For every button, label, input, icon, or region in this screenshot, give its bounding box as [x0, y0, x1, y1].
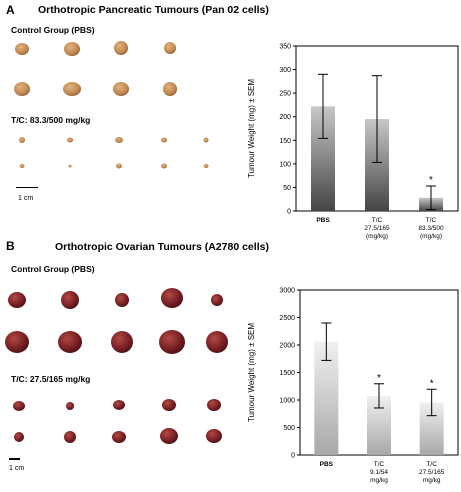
panel-b-treatment-label: T/C: 27.5/165 mg/kg: [11, 374, 91, 384]
x-tick-label: 83.3/500: [418, 225, 444, 232]
tumour: [211, 294, 223, 306]
x-tick-label: T/C: [426, 461, 437, 468]
tumour: [163, 82, 177, 96]
tumour: [114, 41, 128, 55]
x-tick-label: T/C: [372, 217, 383, 224]
panel-a-treatment-label: T/C: 83.3/500 mg/kg: [11, 115, 91, 125]
tumour: [160, 428, 178, 444]
tumour: [164, 42, 176, 54]
tumour: [67, 137, 73, 143]
tumour: [203, 137, 209, 143]
tumour: [15, 43, 29, 55]
y-tick-label: 1000: [279, 398, 295, 405]
y-axis-label: Tumour Weight (mg) ± SEM: [247, 323, 256, 422]
y-tick-label: 150: [279, 138, 291, 145]
tumour: [14, 432, 24, 442]
tumour: [161, 137, 167, 143]
tumour: [159, 330, 185, 354]
x-tick-label: T/C: [374, 461, 385, 468]
y-axis-label: Tumour Weight (mg) ± SEM: [247, 79, 256, 178]
tumour: [207, 399, 221, 411]
panel-a-letter: A: [6, 3, 15, 17]
tumour: [14, 82, 30, 96]
significance-marker: *: [429, 175, 433, 186]
panel-b-control-label: Control Group (PBS): [11, 264, 95, 274]
y-tick-label: 1500: [279, 370, 295, 377]
y-tick-label: 3000: [279, 288, 295, 295]
panel-b-tumour-photo: [5, 288, 228, 444]
x-tick-label: (mg/kg): [420, 233, 442, 240]
x-tick-label: mg/kg: [370, 477, 388, 484]
significance-marker: *: [430, 378, 434, 389]
x-tick-label: mg/kg: [423, 477, 441, 484]
tumour: [64, 42, 80, 56]
panel-b-title: Orthotropic Ovarian Tumours (A2780 cells…: [55, 241, 269, 253]
x-tick-label: 9.1/54: [370, 469, 388, 476]
tumour: [68, 164, 72, 168]
panel-b-scale-label: 1 cm: [9, 465, 25, 472]
panel-a-tumour-photo: [14, 41, 209, 169]
tumour: [206, 331, 228, 353]
tumour: [113, 82, 129, 96]
tumour: [115, 293, 129, 307]
tumour: [203, 164, 209, 168]
x-tick-label: 27.5/165: [419, 469, 445, 476]
y-tick-label: 200: [279, 114, 291, 121]
y-tick-label: 300: [279, 67, 291, 74]
y-tick-label: 0: [287, 209, 291, 216]
panel-a-title: Orthotropic Pancreatic Tumours (Pan 02 c…: [38, 4, 269, 16]
tumour: [13, 401, 25, 411]
panel-b-letter: B: [6, 239, 15, 253]
panel-b-scale-bar: [9, 458, 20, 460]
chart-a: 0 50 100 150 200 250 300 350 Tumour Weight (mg) …: [247, 44, 459, 240]
y-tick-label: 100: [279, 161, 291, 168]
tumour: [58, 331, 82, 353]
tumour: [112, 431, 126, 443]
tumour: [66, 402, 74, 410]
tumour: [162, 399, 176, 411]
panel-a-control-label: Control Group (PBS): [11, 25, 95, 35]
x-tick-label: PBS: [316, 217, 330, 224]
chart-b: 0 500 1000 1500 2000 2500 3000 Tumour Weight (m…: [247, 288, 459, 484]
tumour: [206, 429, 222, 443]
tumour: [19, 137, 25, 143]
tumour: [111, 331, 133, 353]
y-tick-label: 0: [291, 453, 295, 460]
y-tick-label: 50: [283, 185, 291, 192]
panel-a-scale-label: 1 cm: [18, 195, 34, 202]
tumour: [61, 291, 79, 309]
x-tick-label: (mg/kg): [366, 233, 388, 240]
tumour: [8, 292, 26, 308]
y-tick-label: 350: [279, 44, 291, 51]
y-tick-label: 500: [283, 425, 295, 432]
tumour: [116, 163, 122, 169]
x-tick-label: PBS: [320, 461, 334, 468]
tumour: [63, 82, 81, 96]
tumour: [19, 164, 25, 168]
panel-a-scale-bar: [16, 187, 38, 188]
tumour: [161, 288, 183, 308]
tumour: [113, 400, 125, 410]
tumour: [161, 163, 167, 169]
y-tick-label: 2000: [279, 343, 295, 350]
y-tick-label: 2500: [279, 315, 295, 322]
tumour: [5, 331, 29, 353]
tumour: [115, 137, 123, 143]
y-tick-label: 250: [279, 91, 291, 98]
x-tick-label: 27.5/165: [364, 225, 390, 232]
significance-marker: *: [377, 373, 381, 384]
tumour: [64, 431, 76, 443]
x-tick-label: T/C: [426, 217, 437, 224]
